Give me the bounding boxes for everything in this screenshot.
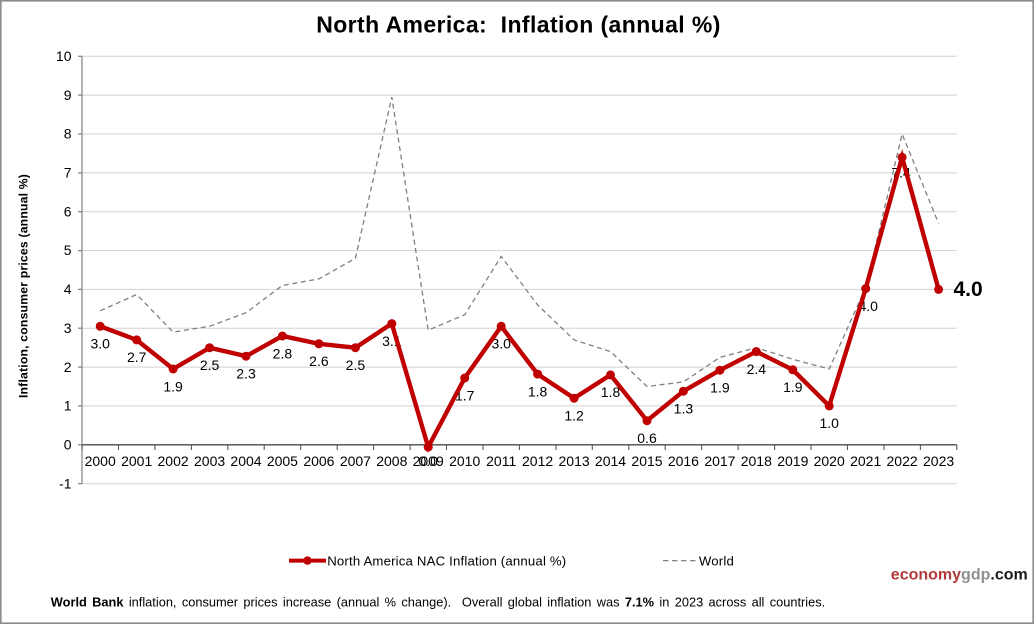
svg-text:2014: 2014	[595, 453, 626, 469]
svg-text:2.8: 2.8	[273, 345, 293, 361]
svg-text:2.7: 2.7	[127, 349, 147, 365]
svg-text:7: 7	[64, 165, 72, 181]
svg-text:2.4: 2.4	[747, 361, 767, 377]
svg-text:2006: 2006	[303, 453, 334, 469]
svg-text:0.6: 0.6	[637, 430, 657, 446]
svg-text:2016: 2016	[668, 453, 699, 469]
svg-text:2023: 2023	[923, 453, 954, 469]
svg-text:2009: 2009	[413, 453, 444, 469]
svg-text:3.0: 3.0	[90, 336, 110, 352]
svg-text:1.9: 1.9	[783, 379, 803, 395]
svg-text:3.0: 3.0	[491, 336, 511, 352]
svg-text:2013: 2013	[559, 453, 590, 469]
svg-text:2020: 2020	[814, 453, 845, 469]
svg-text:1: 1	[64, 398, 72, 414]
svg-text:9: 9	[64, 87, 72, 103]
svg-text:3: 3	[64, 320, 72, 336]
svg-text:2008: 2008	[376, 453, 407, 469]
svg-text:0.0: 0.0	[418, 453, 438, 469]
svg-text:2.3: 2.3	[236, 366, 256, 382]
svg-text:2.6: 2.6	[309, 353, 329, 369]
svg-text:2: 2	[64, 359, 72, 375]
svg-text:World: World	[699, 553, 734, 568]
svg-text:0: 0	[64, 437, 72, 453]
svg-text:2000: 2000	[85, 453, 116, 469]
svg-text:2022: 2022	[887, 453, 918, 469]
svg-text:2003: 2003	[194, 453, 225, 469]
svg-text:6: 6	[64, 203, 72, 219]
svg-text:1.9: 1.9	[710, 380, 730, 396]
svg-text:1.0: 1.0	[819, 415, 839, 431]
svg-text:1.8: 1.8	[601, 384, 621, 400]
svg-text:1.2: 1.2	[564, 408, 584, 424]
svg-text:2018: 2018	[741, 453, 772, 469]
svg-text:1.8: 1.8	[528, 383, 548, 399]
svg-text:-1: -1	[59, 475, 72, 491]
svg-text:World Bank inflation, consumer: World Bank inflation, consumer prices in…	[51, 595, 825, 610]
svg-text:1.9: 1.9	[163, 378, 183, 394]
svg-text:North America NAC Inflation (a: North America NAC Inflation (annual %)	[327, 553, 566, 568]
svg-text:2.5: 2.5	[346, 357, 366, 373]
svg-text:4: 4	[64, 281, 72, 297]
svg-text:2004: 2004	[230, 453, 261, 469]
svg-text:2011: 2011	[486, 453, 516, 469]
svg-text:1.3: 1.3	[674, 401, 694, 417]
svg-text:Inflation, consumer prices (an: Inflation, consumer prices (annual %)	[17, 174, 31, 398]
svg-text:5: 5	[64, 242, 72, 258]
svg-text:8: 8	[64, 126, 72, 142]
svg-text:2001: 2001	[121, 453, 152, 469]
svg-text:2021: 2021	[850, 453, 881, 469]
svg-text:4.0: 4.0	[954, 278, 983, 301]
svg-text:2017: 2017	[704, 453, 735, 469]
svg-text:2005: 2005	[267, 453, 298, 469]
svg-text:2019: 2019	[777, 453, 808, 469]
svg-text:2002: 2002	[158, 453, 189, 469]
svg-text:2012: 2012	[522, 453, 553, 469]
svg-text:2007: 2007	[340, 453, 371, 469]
svg-text:10: 10	[56, 48, 72, 64]
svg-text:2.5: 2.5	[200, 357, 220, 373]
svg-text:2015: 2015	[631, 453, 662, 469]
svg-text:economygdp.com: economygdp.com	[891, 567, 1028, 584]
svg-text:North America: Inflation (ann: North America: Inflation (annual %)	[316, 12, 721, 38]
svg-text:2010: 2010	[449, 453, 480, 469]
